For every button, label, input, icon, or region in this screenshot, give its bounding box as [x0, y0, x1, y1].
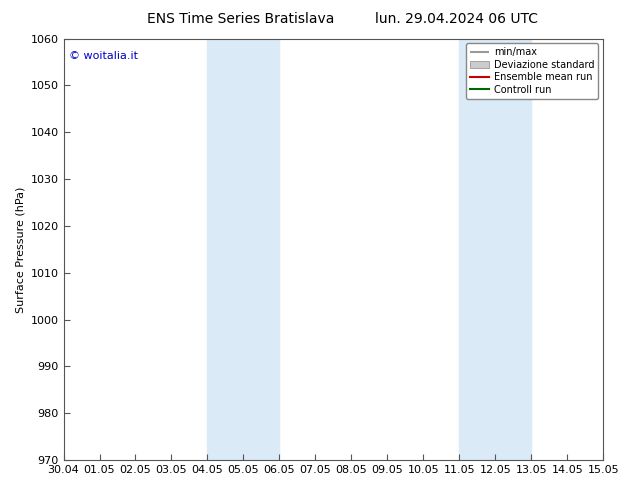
Bar — [207, 39, 243, 460]
Bar — [495, 39, 531, 460]
Text: lun. 29.04.2024 06 UTC: lun. 29.04.2024 06 UTC — [375, 12, 538, 26]
Bar — [459, 39, 495, 460]
Text: ENS Time Series Bratislava: ENS Time Series Bratislava — [147, 12, 335, 26]
Bar — [243, 39, 280, 460]
Y-axis label: Surface Pressure (hPa): Surface Pressure (hPa) — [15, 186, 25, 313]
Text: © woitalia.it: © woitalia.it — [69, 51, 138, 61]
Legend: min/max, Deviazione standard, Ensemble mean run, Controll run: min/max, Deviazione standard, Ensemble m… — [466, 44, 598, 98]
